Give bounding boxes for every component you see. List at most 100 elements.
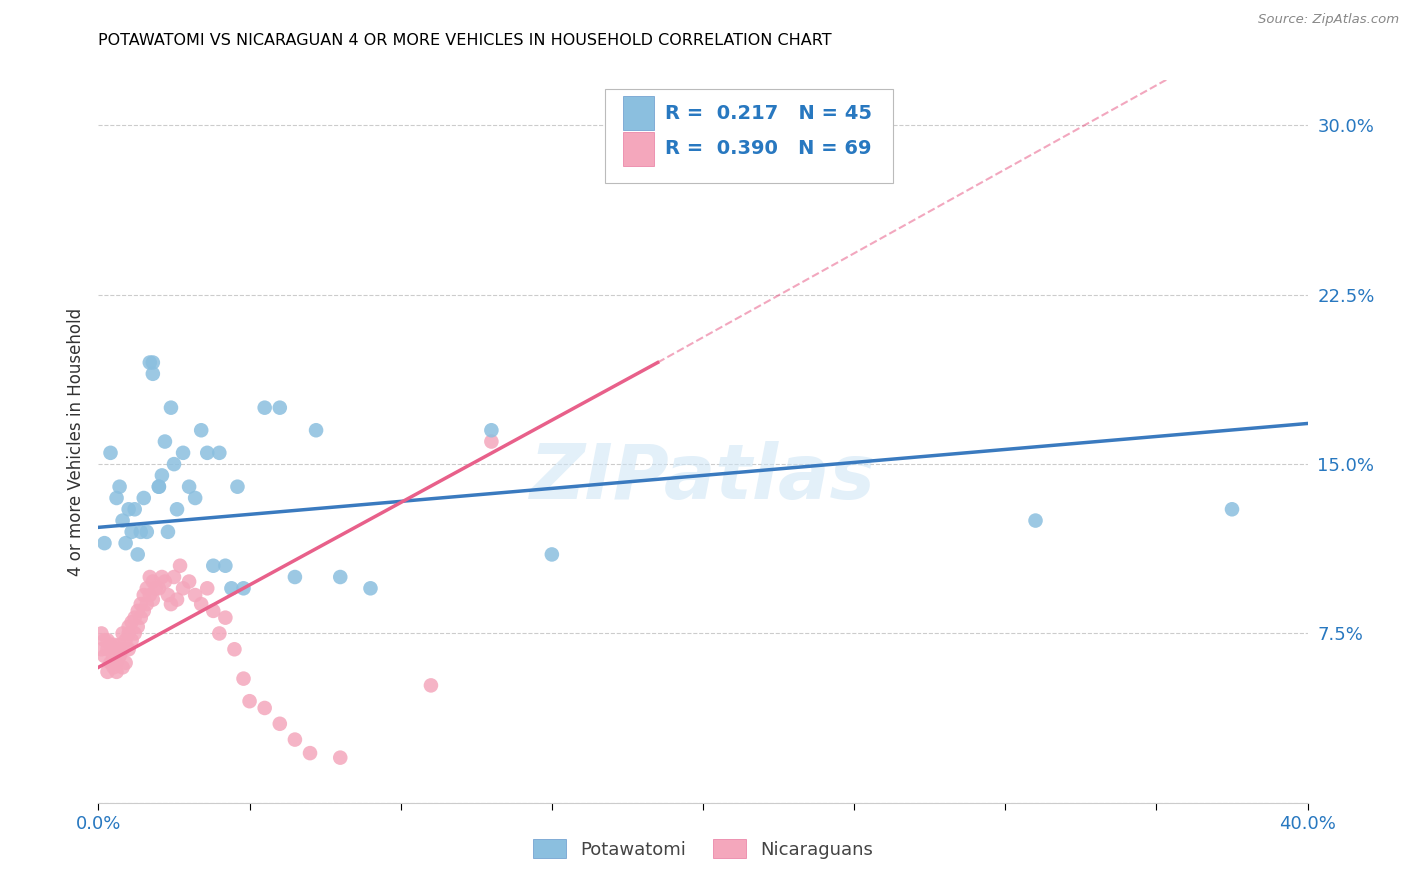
Point bbox=[163, 570, 186, 584]
Point bbox=[129, 610, 152, 624]
Point bbox=[305, 423, 328, 437]
Point bbox=[93, 633, 115, 648]
Point bbox=[179, 480, 201, 494]
Point bbox=[195, 446, 218, 460]
Point bbox=[153, 574, 176, 589]
Point bbox=[121, 615, 143, 630]
Point bbox=[221, 582, 243, 596]
Point bbox=[111, 514, 134, 528]
Point bbox=[118, 620, 141, 634]
Point bbox=[179, 574, 201, 589]
Point bbox=[105, 665, 128, 679]
Point bbox=[481, 434, 503, 449]
Point bbox=[284, 732, 307, 747]
Point bbox=[135, 524, 157, 539]
Point bbox=[166, 592, 188, 607]
Point bbox=[148, 480, 170, 494]
Point bbox=[160, 401, 183, 415]
Point bbox=[232, 582, 254, 596]
Point bbox=[124, 502, 146, 516]
Point bbox=[103, 648, 125, 663]
Point bbox=[129, 524, 152, 539]
Point bbox=[90, 642, 112, 657]
Point bbox=[121, 524, 143, 539]
Point bbox=[124, 626, 146, 640]
Point bbox=[129, 597, 152, 611]
Point bbox=[132, 604, 155, 618]
Point bbox=[156, 588, 179, 602]
Point bbox=[269, 716, 291, 731]
Point bbox=[118, 626, 141, 640]
Point bbox=[202, 558, 225, 573]
Point bbox=[142, 574, 165, 589]
Point bbox=[118, 502, 141, 516]
Point bbox=[90, 626, 112, 640]
Point bbox=[148, 582, 170, 596]
Point bbox=[145, 582, 167, 596]
Point bbox=[108, 638, 131, 652]
Point bbox=[150, 468, 173, 483]
Point bbox=[96, 633, 118, 648]
Point bbox=[148, 480, 170, 494]
Point bbox=[139, 355, 162, 369]
Point bbox=[184, 491, 207, 505]
Point bbox=[184, 588, 207, 602]
Text: R =  0.217   N = 45: R = 0.217 N = 45 bbox=[665, 103, 872, 123]
Point bbox=[127, 548, 149, 562]
Point bbox=[132, 588, 155, 602]
Point bbox=[153, 434, 176, 449]
Point bbox=[103, 638, 125, 652]
Point bbox=[195, 582, 218, 596]
Point bbox=[142, 592, 165, 607]
Point bbox=[93, 536, 115, 550]
Point bbox=[172, 446, 194, 460]
Point bbox=[105, 491, 128, 505]
Point bbox=[163, 457, 186, 471]
Point bbox=[156, 524, 179, 539]
Point bbox=[420, 678, 443, 692]
Point bbox=[166, 502, 188, 516]
Point bbox=[135, 582, 157, 596]
Point bbox=[111, 660, 134, 674]
Point bbox=[150, 570, 173, 584]
Point bbox=[284, 570, 307, 584]
Point bbox=[114, 536, 136, 550]
Point bbox=[96, 642, 118, 657]
Point bbox=[142, 367, 165, 381]
Point bbox=[647, 163, 669, 178]
Point bbox=[105, 642, 128, 657]
Point bbox=[108, 648, 131, 663]
Point bbox=[100, 446, 122, 460]
Point bbox=[172, 582, 194, 596]
Point bbox=[139, 588, 162, 602]
Point bbox=[127, 604, 149, 618]
Point bbox=[100, 656, 122, 670]
Point bbox=[121, 633, 143, 648]
Point bbox=[239, 694, 262, 708]
Point bbox=[96, 665, 118, 679]
Point bbox=[139, 570, 162, 584]
Point bbox=[127, 620, 149, 634]
Legend: Potawatomi, Nicaraguans: Potawatomi, Nicaraguans bbox=[526, 832, 880, 866]
Point bbox=[124, 610, 146, 624]
Point bbox=[299, 746, 322, 760]
Point bbox=[135, 597, 157, 611]
Point bbox=[269, 401, 291, 415]
Text: POTAWATOMI VS NICARAGUAN 4 OR MORE VEHICLES IN HOUSEHOLD CORRELATION CHART: POTAWATOMI VS NICARAGUAN 4 OR MORE VEHIC… bbox=[98, 33, 832, 47]
Point bbox=[114, 633, 136, 648]
Point bbox=[190, 597, 212, 611]
Point bbox=[169, 558, 191, 573]
Text: R =  0.390   N = 69: R = 0.390 N = 69 bbox=[665, 139, 872, 159]
Point bbox=[100, 638, 122, 652]
Y-axis label: 4 or more Vehicles in Household: 4 or more Vehicles in Household bbox=[66, 308, 84, 575]
Point bbox=[208, 626, 231, 640]
Point bbox=[226, 480, 249, 494]
Point bbox=[224, 642, 246, 657]
Point bbox=[118, 642, 141, 657]
Point bbox=[329, 750, 352, 764]
Point bbox=[1024, 514, 1046, 528]
Point bbox=[111, 642, 134, 657]
Point bbox=[329, 570, 352, 584]
Point bbox=[540, 548, 562, 562]
Point bbox=[208, 446, 231, 460]
